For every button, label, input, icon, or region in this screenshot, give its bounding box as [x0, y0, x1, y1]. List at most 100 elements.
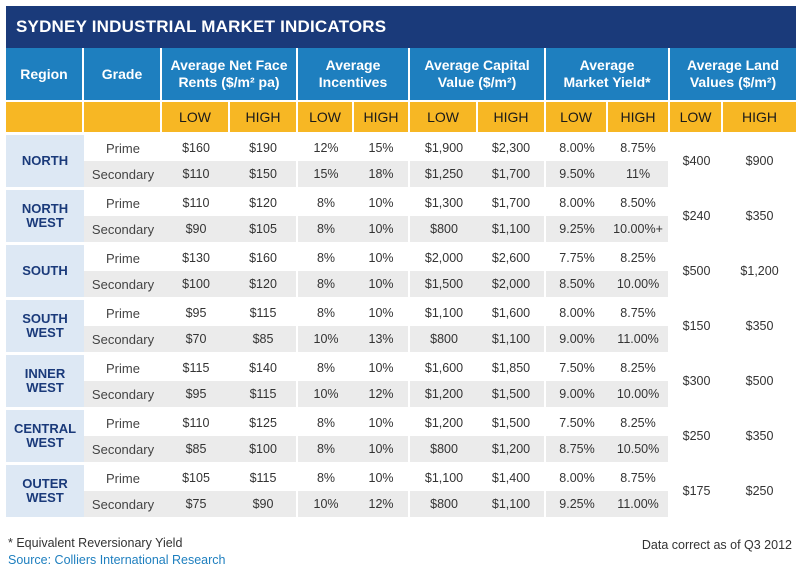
value-cell: 11% [608, 161, 671, 187]
header-yield: Average Market Yield* [546, 48, 671, 100]
value-cell: 10% [354, 352, 411, 381]
land-high-cell: $900 [723, 132, 797, 187]
table-row: SOUTH Prime $130 $160 8% 10% $2,000 $2,600 7.75%… [6, 242, 797, 297]
value-cell: $1,400 [478, 462, 547, 491]
value-cell: 8% [298, 297, 355, 326]
subheader-high: HIGH [354, 100, 411, 132]
land-low-cell: $250 [670, 407, 724, 462]
value-cell: 9.00% [546, 381, 609, 407]
value-cell: 8.75% [608, 132, 671, 161]
grade-cell: Prime [84, 297, 162, 326]
subheader-low: LOW [670, 100, 724, 132]
value-cell: $1,250 [410, 161, 479, 187]
value-cell: 8.75% [608, 462, 671, 491]
header-row: Region Grade Average Net Face Rents ($/m²… [6, 48, 797, 100]
value-cell: 8.25% [608, 352, 671, 381]
table-row: Secondary $70 $85 10% 13% $800 $1,100 9.00% 11.0… [6, 326, 796, 352]
value-cell: $70 [162, 326, 230, 352]
subheader-blank [84, 100, 162, 132]
value-cell: $800 [410, 491, 479, 517]
value-cell: $190 [230, 132, 299, 161]
land-high-cell: $350 [723, 187, 797, 242]
value-cell: $160 [230, 242, 299, 271]
value-cell: $2,000 [410, 242, 479, 271]
table-row: CENTRAL WEST Prime $110 $125 8% 10% $1,200 $1,50… [6, 407, 797, 462]
value-cell: $160 [162, 132, 230, 161]
value-cell: 10% [298, 381, 355, 407]
header-land: Average Land Values ($/m²) [670, 48, 797, 100]
value-cell: 10.50% [608, 436, 671, 462]
value-cell: 10% [354, 216, 411, 242]
land-high-cell: $500 [723, 352, 797, 407]
land-low-cell: $400 [670, 132, 724, 187]
value-cell: 12% [354, 491, 411, 517]
value-cell: $1,500 [410, 271, 479, 297]
value-cell: 8% [298, 407, 355, 436]
value-cell: 7.50% [546, 407, 609, 436]
region-cell: SOUTH WEST [6, 297, 84, 352]
value-cell: 8.50% [546, 271, 609, 297]
value-cell: $1,200 [478, 436, 547, 462]
value-cell: 8.25% [608, 242, 671, 271]
value-cell: $125 [230, 407, 299, 436]
value-cell: 7.50% [546, 352, 609, 381]
source-note: Source: Colliers International Research [8, 553, 226, 567]
value-cell: 11.00% [608, 491, 671, 517]
table-row: Secondary $95 $115 10% 12% $1,200 $1,500 9.00% 1… [6, 381, 796, 407]
header-capital: Average Capital Value ($/m²) [410, 48, 547, 100]
value-cell: 12% [298, 132, 355, 161]
value-cell: 8.75% [608, 297, 671, 326]
value-cell: 8.00% [546, 187, 609, 216]
grade-cell: Secondary [84, 436, 162, 462]
value-cell: $2,600 [478, 242, 547, 271]
value-cell: 8.00% [546, 297, 609, 326]
value-cell: $130 [162, 242, 230, 271]
table-row: Secondary $85 $100 8% 10% $800 $1,200 8.75% 10.5… [6, 436, 796, 462]
value-cell: $100 [162, 271, 230, 297]
land-high-cell: $250 [723, 462, 797, 517]
grade-cell: Secondary [84, 326, 162, 352]
land-high-cell: $350 [723, 407, 797, 462]
value-cell: 8.25% [608, 407, 671, 436]
value-cell: 8% [298, 352, 355, 381]
subheader-high: HIGH [723, 100, 797, 132]
value-cell: 10% [354, 436, 411, 462]
value-cell: $150 [230, 161, 299, 187]
value-cell: $1,300 [410, 187, 479, 216]
value-cell: $95 [162, 297, 230, 326]
value-cell: $115 [230, 462, 299, 491]
value-cell: $2,300 [478, 132, 547, 161]
value-cell: $800 [410, 216, 479, 242]
region-cell: NORTH WEST [6, 187, 84, 242]
value-cell: $115 [162, 352, 230, 381]
value-cell: 9.00% [546, 326, 609, 352]
region-cell: SOUTH [6, 242, 84, 297]
table-row: NORTH Prime $160 $190 12% 15% $1,900 $2,300 8.00… [6, 132, 797, 187]
value-cell: $1,700 [478, 187, 547, 216]
value-cell: $1,100 [478, 491, 547, 517]
header-grade: Grade [84, 48, 162, 100]
subheader-high: HIGH [478, 100, 547, 132]
grade-cell: Secondary [84, 491, 162, 517]
value-cell: 8% [298, 242, 355, 271]
value-cell: $1,600 [410, 352, 479, 381]
value-cell: $1,850 [478, 352, 547, 381]
value-cell: $120 [230, 187, 299, 216]
value-cell: $800 [410, 436, 479, 462]
table-row: SOUTH WEST Prime $95 $115 8% 10% $1,100 $1,600 8.… [6, 297, 797, 352]
land-low-cell: $300 [670, 352, 724, 407]
value-cell: 15% [354, 132, 411, 161]
subheader-low: LOW [410, 100, 479, 132]
value-cell: 8.00% [546, 462, 609, 491]
value-cell: $1,100 [478, 216, 547, 242]
value-cell: $85 [230, 326, 299, 352]
subheader-low: LOW [546, 100, 609, 132]
value-cell: 8% [298, 216, 355, 242]
value-cell: 10% [354, 407, 411, 436]
land-low-cell: $150 [670, 297, 724, 352]
table-row: Secondary $100 $120 8% 10% $1,500 $2,000 8.50% 1… [6, 271, 796, 297]
value-cell: 8.00% [546, 132, 609, 161]
value-cell: 12% [354, 381, 411, 407]
market-indicators-table: Region Grade Average Net Face Rents ($/m²… [6, 48, 797, 517]
